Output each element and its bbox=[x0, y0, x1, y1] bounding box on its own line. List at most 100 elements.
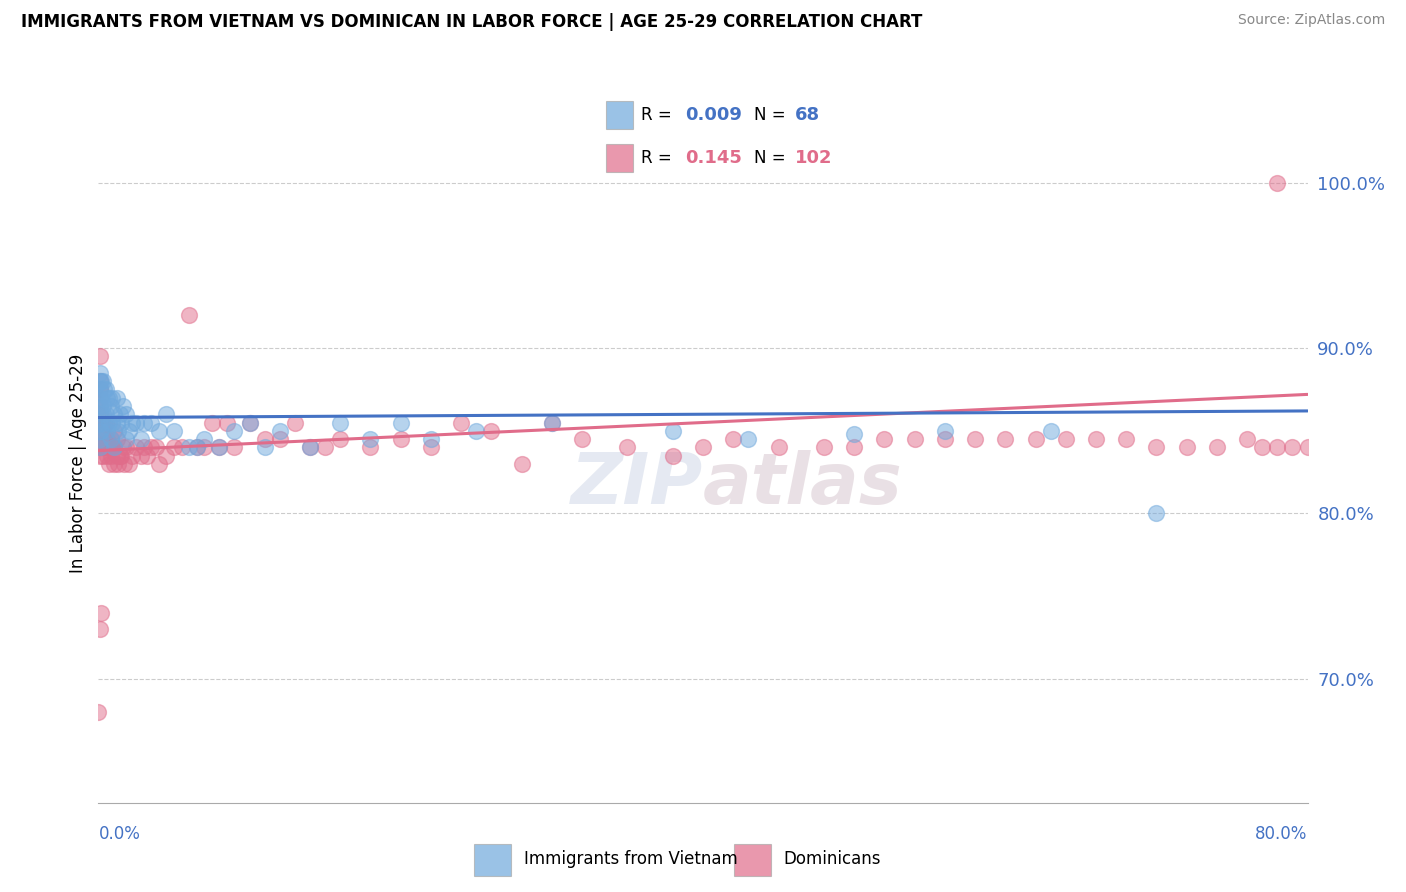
Point bbox=[141, 416, 163, 430]
Point bbox=[93, 416, 115, 430]
Point bbox=[100, 432, 122, 446]
Point bbox=[114, 407, 136, 421]
Point bbox=[91, 407, 114, 421]
Point bbox=[1251, 440, 1274, 454]
Point bbox=[103, 440, 125, 454]
Point bbox=[89, 407, 111, 421]
Point bbox=[1115, 432, 1137, 446]
Point bbox=[118, 424, 141, 438]
Text: ZIP: ZIP bbox=[571, 450, 703, 518]
Text: IMMIGRANTS FROM VIETNAM VS DOMINICAN IN LABOR FORCE | AGE 25-29 CORRELATION CHAR: IMMIGRANTS FROM VIETNAM VS DOMINICAN IN … bbox=[21, 13, 922, 31]
Point bbox=[186, 440, 208, 454]
Point bbox=[96, 391, 118, 405]
Text: R =: R = bbox=[641, 106, 678, 124]
Point bbox=[105, 449, 128, 463]
Point bbox=[96, 449, 118, 463]
Point bbox=[108, 449, 131, 463]
Point bbox=[934, 432, 956, 446]
Point bbox=[89, 424, 111, 438]
Point bbox=[98, 416, 121, 430]
Point bbox=[89, 424, 111, 438]
Point bbox=[1144, 507, 1167, 521]
Text: atlas: atlas bbox=[703, 450, 903, 518]
Point bbox=[965, 432, 987, 446]
Point bbox=[89, 383, 111, 397]
Point bbox=[89, 391, 111, 405]
Point bbox=[873, 432, 896, 446]
Point bbox=[103, 457, 125, 471]
FancyBboxPatch shape bbox=[734, 844, 770, 876]
Point bbox=[193, 440, 215, 454]
Point bbox=[224, 424, 246, 438]
Text: 102: 102 bbox=[794, 149, 832, 167]
Point bbox=[129, 449, 152, 463]
Point bbox=[114, 432, 136, 446]
Point bbox=[284, 416, 307, 430]
Point bbox=[89, 383, 111, 397]
Point bbox=[616, 440, 638, 454]
Point bbox=[96, 424, 118, 438]
Point bbox=[1236, 432, 1258, 446]
Point bbox=[90, 606, 112, 620]
Point bbox=[89, 383, 111, 397]
Point bbox=[329, 416, 352, 430]
Point bbox=[89, 374, 111, 388]
Point bbox=[98, 391, 121, 405]
Point bbox=[94, 383, 117, 397]
Point bbox=[105, 391, 128, 405]
Point bbox=[481, 424, 503, 438]
Point bbox=[103, 440, 125, 454]
Point bbox=[148, 457, 170, 471]
Point bbox=[419, 432, 441, 446]
Point bbox=[89, 432, 111, 446]
Point bbox=[269, 424, 291, 438]
Point bbox=[661, 424, 683, 438]
Text: Source: ZipAtlas.com: Source: ZipAtlas.com bbox=[1237, 13, 1385, 28]
Point bbox=[107, 457, 129, 471]
Point bbox=[844, 440, 866, 454]
Point bbox=[904, 432, 927, 446]
Point bbox=[89, 350, 111, 364]
Point bbox=[94, 407, 117, 421]
Point bbox=[89, 391, 111, 405]
Point bbox=[721, 432, 744, 446]
Point bbox=[103, 424, 125, 438]
FancyBboxPatch shape bbox=[474, 844, 512, 876]
Point bbox=[692, 440, 714, 454]
Point bbox=[737, 432, 759, 446]
Point bbox=[89, 416, 111, 430]
Point bbox=[91, 440, 114, 454]
Point bbox=[90, 374, 112, 388]
Y-axis label: In Labor Force | Age 25-29: In Labor Force | Age 25-29 bbox=[69, 354, 87, 574]
Point bbox=[100, 399, 122, 413]
Point bbox=[105, 432, 128, 446]
Point bbox=[299, 440, 322, 454]
Text: 0.0%: 0.0% bbox=[98, 825, 141, 843]
Point bbox=[93, 416, 115, 430]
Point bbox=[98, 440, 121, 454]
Point bbox=[91, 449, 114, 463]
Point bbox=[103, 407, 125, 421]
Point bbox=[215, 416, 238, 430]
Point bbox=[239, 416, 262, 430]
Point bbox=[269, 432, 291, 446]
Point bbox=[91, 416, 114, 430]
Point bbox=[170, 440, 193, 454]
Point bbox=[389, 416, 412, 430]
Point bbox=[465, 424, 488, 438]
Point bbox=[89, 366, 111, 380]
Point bbox=[111, 440, 134, 454]
Point bbox=[132, 440, 155, 454]
Point bbox=[329, 432, 352, 446]
Point bbox=[90, 391, 112, 405]
Point bbox=[93, 383, 115, 397]
Point bbox=[314, 440, 336, 454]
Point bbox=[208, 440, 231, 454]
Text: 0.009: 0.009 bbox=[685, 106, 742, 124]
Point bbox=[1175, 440, 1198, 454]
Point bbox=[110, 416, 132, 430]
Point bbox=[177, 440, 201, 454]
Point bbox=[110, 449, 132, 463]
Point bbox=[114, 440, 136, 454]
Point bbox=[253, 440, 276, 454]
